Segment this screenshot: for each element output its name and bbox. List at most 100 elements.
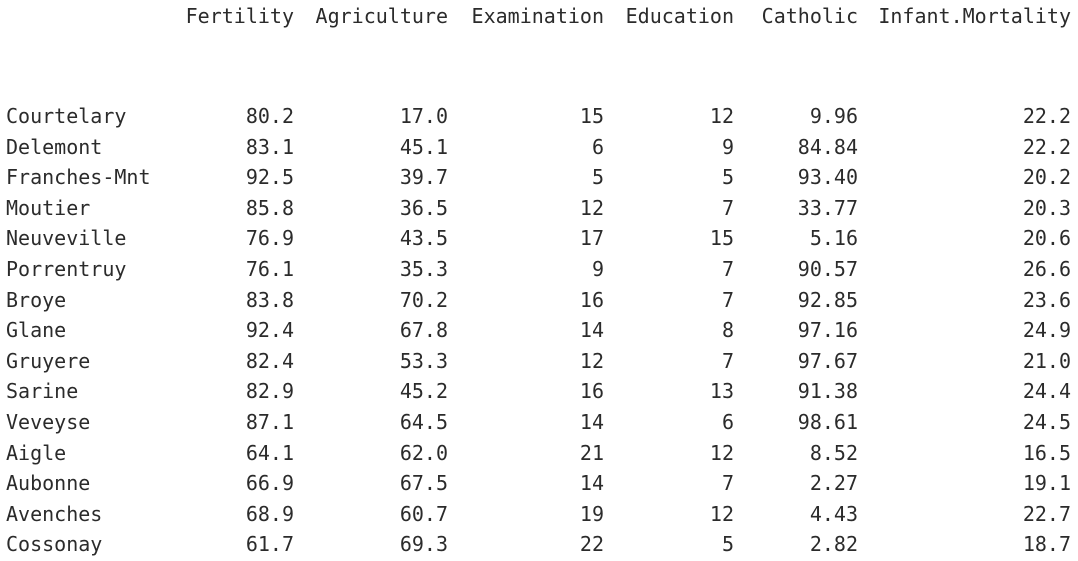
table-cell: 12 bbox=[709, 104, 734, 128]
table-cell: 7 bbox=[721, 348, 734, 373]
table-cell: 53.3 bbox=[399, 348, 448, 373]
table-cell: 12 bbox=[709, 440, 734, 465]
table-cell: 36.5 bbox=[399, 195, 448, 220]
row-name: Cossonay bbox=[6, 532, 103, 557]
table-cell: 17.0 bbox=[399, 104, 448, 128]
table-cell: 68.9 bbox=[245, 501, 294, 526]
column-header-catholic: Catholic bbox=[761, 4, 858, 28]
table-cell: 92.85 bbox=[797, 287, 858, 312]
table-cell: 82.4 bbox=[245, 348, 294, 373]
column-header-education: Education bbox=[625, 4, 734, 28]
table-cell: 85.8 bbox=[245, 195, 294, 220]
table-cell: 83.1 bbox=[245, 134, 294, 159]
column-header-infant-mortality: Infant.Mortality bbox=[878, 4, 1071, 28]
table-cell: 90.57 bbox=[797, 256, 858, 281]
row-name: Delemont bbox=[6, 134, 103, 159]
table-row: Broye 83.8 70.2 16 7 92.85 23.6 bbox=[0, 286, 1078, 317]
table-cell: 62.0 bbox=[399, 440, 448, 465]
table-cell: 16 bbox=[579, 379, 604, 404]
table-cell: 22.7 bbox=[1022, 501, 1071, 526]
table-header-row: Fertility Agriculture Examination Educat… bbox=[0, 2, 1078, 30]
table-cell: 12 bbox=[579, 195, 604, 220]
table-row: Veveyse 87.1 64.5 14 6 98.61 24.5 bbox=[0, 408, 1078, 439]
table-cell: 97.16 bbox=[797, 318, 858, 343]
table-cell: 21.0 bbox=[1022, 348, 1071, 373]
row-name: Neuveville bbox=[6, 226, 127, 251]
table-cell: 19 bbox=[579, 501, 604, 526]
table-body: Courtelary 80.2 17.0 15 12 9.96 22.2 Delemont 83… bbox=[0, 30, 1078, 561]
table-cell: 45.1 bbox=[399, 134, 448, 159]
table-cell: 20.6 bbox=[1022, 226, 1071, 251]
table-cell: 35.3 bbox=[399, 256, 448, 281]
row-name: Aubonne bbox=[6, 471, 91, 496]
table-cell: 60.7 bbox=[399, 501, 448, 526]
table-row: Aubonne 66.9 67.5 14 7 2.27 19.1 bbox=[0, 469, 1078, 500]
table-cell: 70.2 bbox=[399, 287, 448, 312]
table-cell: 43.5 bbox=[399, 226, 448, 251]
table-row: Moutier 85.8 36.5 12 7 33.77 20.3 bbox=[0, 194, 1078, 225]
table-cell: 14 bbox=[579, 318, 604, 343]
row-name: Franches-Mnt bbox=[6, 165, 151, 190]
table-cell: 93.40 bbox=[797, 165, 858, 190]
table-cell: 5.16 bbox=[809, 226, 858, 251]
row-name: Glane bbox=[6, 318, 67, 343]
table-cell: 61.7 bbox=[245, 532, 294, 557]
table-cell: 22.2 bbox=[1022, 104, 1071, 128]
table-cell: 5 bbox=[721, 165, 734, 190]
table-cell: 24.4 bbox=[1022, 379, 1071, 404]
row-name: Broye bbox=[6, 287, 67, 312]
table-row: Gruyere 82.4 53.3 12 7 97.67 21.0 bbox=[0, 347, 1078, 378]
row-name: Aigle bbox=[6, 440, 67, 465]
table-cell: 14 bbox=[579, 471, 604, 496]
table-cell: 15 bbox=[709, 226, 734, 251]
table-cell: 5 bbox=[721, 532, 734, 557]
table-cell: 91.38 bbox=[797, 379, 858, 404]
table-row: Courtelary 80.2 17.0 15 12 9.96 22.2 bbox=[0, 102, 1078, 133]
table-row: Franches-Mnt 92.5 39.7 5 5 93.40 20.2 bbox=[0, 163, 1078, 194]
table-cell: 24.5 bbox=[1022, 409, 1071, 434]
table-cell: 80.2 bbox=[245, 104, 294, 128]
table-row: Neuveville 76.9 43.5 17 15 5.16 20.6 bbox=[0, 224, 1078, 255]
table-cell: 22.2 bbox=[1022, 134, 1071, 159]
table-cell: 8.52 bbox=[809, 440, 858, 465]
table-cell: 6 bbox=[591, 134, 604, 159]
table-cell: 20.2 bbox=[1022, 165, 1071, 190]
table-cell: 92.5 bbox=[245, 165, 294, 190]
row-name: Courtelary bbox=[6, 104, 127, 128]
table-cell: 33.77 bbox=[797, 195, 858, 220]
table-cell: 7 bbox=[721, 471, 734, 496]
table-cell: 39.7 bbox=[399, 165, 448, 190]
table-cell: 13 bbox=[709, 379, 734, 404]
table-cell: 92.4 bbox=[245, 318, 294, 343]
table-row: Glane 92.4 67.8 14 8 97.16 24.9 bbox=[0, 316, 1078, 347]
table-cell: 9.96 bbox=[809, 104, 858, 128]
table-cell: 12 bbox=[579, 348, 604, 373]
row-name: Veveyse bbox=[6, 409, 91, 434]
table-cell: 7 bbox=[721, 287, 734, 312]
table-cell: 4.43 bbox=[809, 501, 858, 526]
table-cell: 98.61 bbox=[797, 409, 858, 434]
table-cell: 15 bbox=[579, 104, 604, 128]
table-cell: 67.5 bbox=[399, 471, 448, 496]
table-cell: 19.1 bbox=[1022, 471, 1071, 496]
table-cell: 6 bbox=[721, 409, 734, 434]
table-row: Sarine 82.9 45.2 16 13 91.38 24.4 bbox=[0, 377, 1078, 408]
table-cell: 76.9 bbox=[245, 226, 294, 251]
table-cell: 16.5 bbox=[1022, 440, 1071, 465]
table-cell: 18.7 bbox=[1022, 532, 1071, 557]
table-row: Porrentruy 76.1 35.3 9 7 90.57 26.6 bbox=[0, 255, 1078, 286]
table-cell: 9 bbox=[591, 256, 604, 281]
column-header-fertility: Fertility bbox=[185, 4, 294, 28]
column-header-agriculture: Agriculture bbox=[315, 4, 448, 28]
table-cell: 20.3 bbox=[1022, 195, 1071, 220]
table-cell: 83.8 bbox=[245, 287, 294, 312]
table-cell: 2.27 bbox=[809, 471, 858, 496]
table-cell: 12 bbox=[709, 501, 734, 526]
table-cell: 2.82 bbox=[809, 532, 858, 557]
table-cell: 9 bbox=[721, 134, 734, 159]
table-cell: 26.6 bbox=[1022, 256, 1071, 281]
row-name: Porrentruy bbox=[6, 256, 127, 281]
column-header-examination: Examination bbox=[471, 4, 604, 28]
table-cell: 69.3 bbox=[399, 532, 448, 557]
